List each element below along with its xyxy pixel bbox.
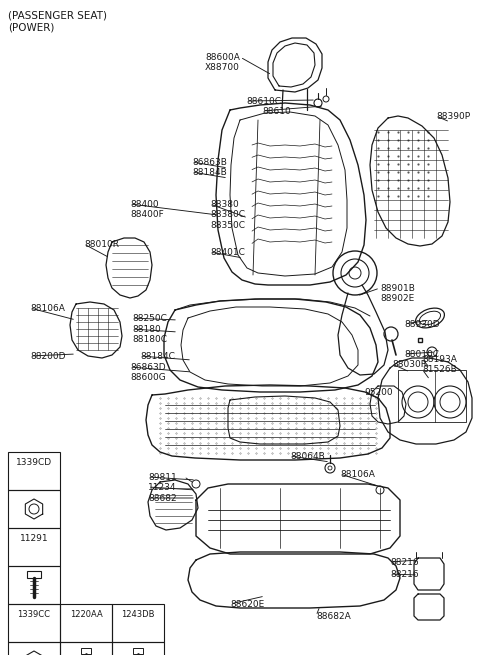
Text: 1339CD: 1339CD [16, 458, 52, 467]
Text: 88390P: 88390P [436, 112, 470, 121]
Text: 88901B
88902E: 88901B 88902E [380, 284, 415, 303]
Bar [8, 452, 60, 490]
Text: 88106A: 88106A [340, 470, 375, 479]
Bar [112, 642, 164, 655]
Text: 88610: 88610 [262, 107, 291, 116]
Text: 88610C: 88610C [246, 97, 281, 106]
Text: 88401C: 88401C [210, 248, 245, 257]
Text: 1243DB: 1243DB [121, 610, 155, 619]
Bar [133, 648, 143, 654]
Text: 88106A: 88106A [30, 304, 65, 313]
Text: 1220AA: 1220AA [70, 610, 102, 619]
Text: 88216: 88216 [390, 570, 419, 579]
Bar [112, 604, 164, 642]
Text: 88010R: 88010R [84, 240, 119, 249]
Text: (POWER): (POWER) [8, 22, 54, 32]
Text: 86863D
88600G: 86863D 88600G [130, 363, 166, 383]
Text: 11291: 11291 [20, 534, 48, 543]
Text: 88380
88380C
88350C: 88380 88380C 88350C [210, 200, 245, 230]
Text: 88682: 88682 [148, 494, 177, 503]
Text: 88200D: 88200D [30, 352, 65, 361]
Text: 95200: 95200 [364, 388, 393, 397]
Text: 88193A: 88193A [422, 355, 457, 364]
Text: 88400
88400F: 88400 88400F [130, 200, 164, 219]
Bar [27, 571, 41, 578]
Text: 89811: 89811 [148, 473, 177, 482]
Text: 88184C: 88184C [140, 352, 175, 361]
Text: 88184B: 88184B [192, 168, 227, 177]
Text: 88216: 88216 [390, 558, 419, 567]
Bar [81, 648, 91, 654]
Bar [8, 604, 60, 642]
Text: (PASSENGER SEAT): (PASSENGER SEAT) [8, 10, 107, 20]
Bar [60, 642, 112, 655]
Text: 88064B: 88064B [290, 452, 325, 461]
Text: 86863B: 86863B [192, 158, 227, 167]
Text: 88180
88180C: 88180 88180C [132, 325, 167, 345]
Bar [8, 528, 60, 566]
Bar [8, 642, 60, 655]
Bar [8, 566, 60, 604]
Text: 11234: 11234 [148, 483, 177, 492]
Bar [8, 490, 60, 528]
Bar [398, 370, 466, 422]
Bar [60, 604, 112, 642]
Text: 88600A
X88700: 88600A X88700 [205, 53, 240, 73]
Text: 88250C: 88250C [132, 314, 167, 323]
Text: 88682A: 88682A [316, 612, 351, 621]
Text: 1339CC: 1339CC [17, 610, 50, 619]
Text: 88620E: 88620E [230, 600, 264, 609]
Text: 81526B: 81526B [422, 365, 457, 374]
Text: 88030R: 88030R [392, 360, 427, 369]
Text: 88930D: 88930D [404, 320, 440, 329]
Text: 88010C: 88010C [404, 350, 439, 359]
